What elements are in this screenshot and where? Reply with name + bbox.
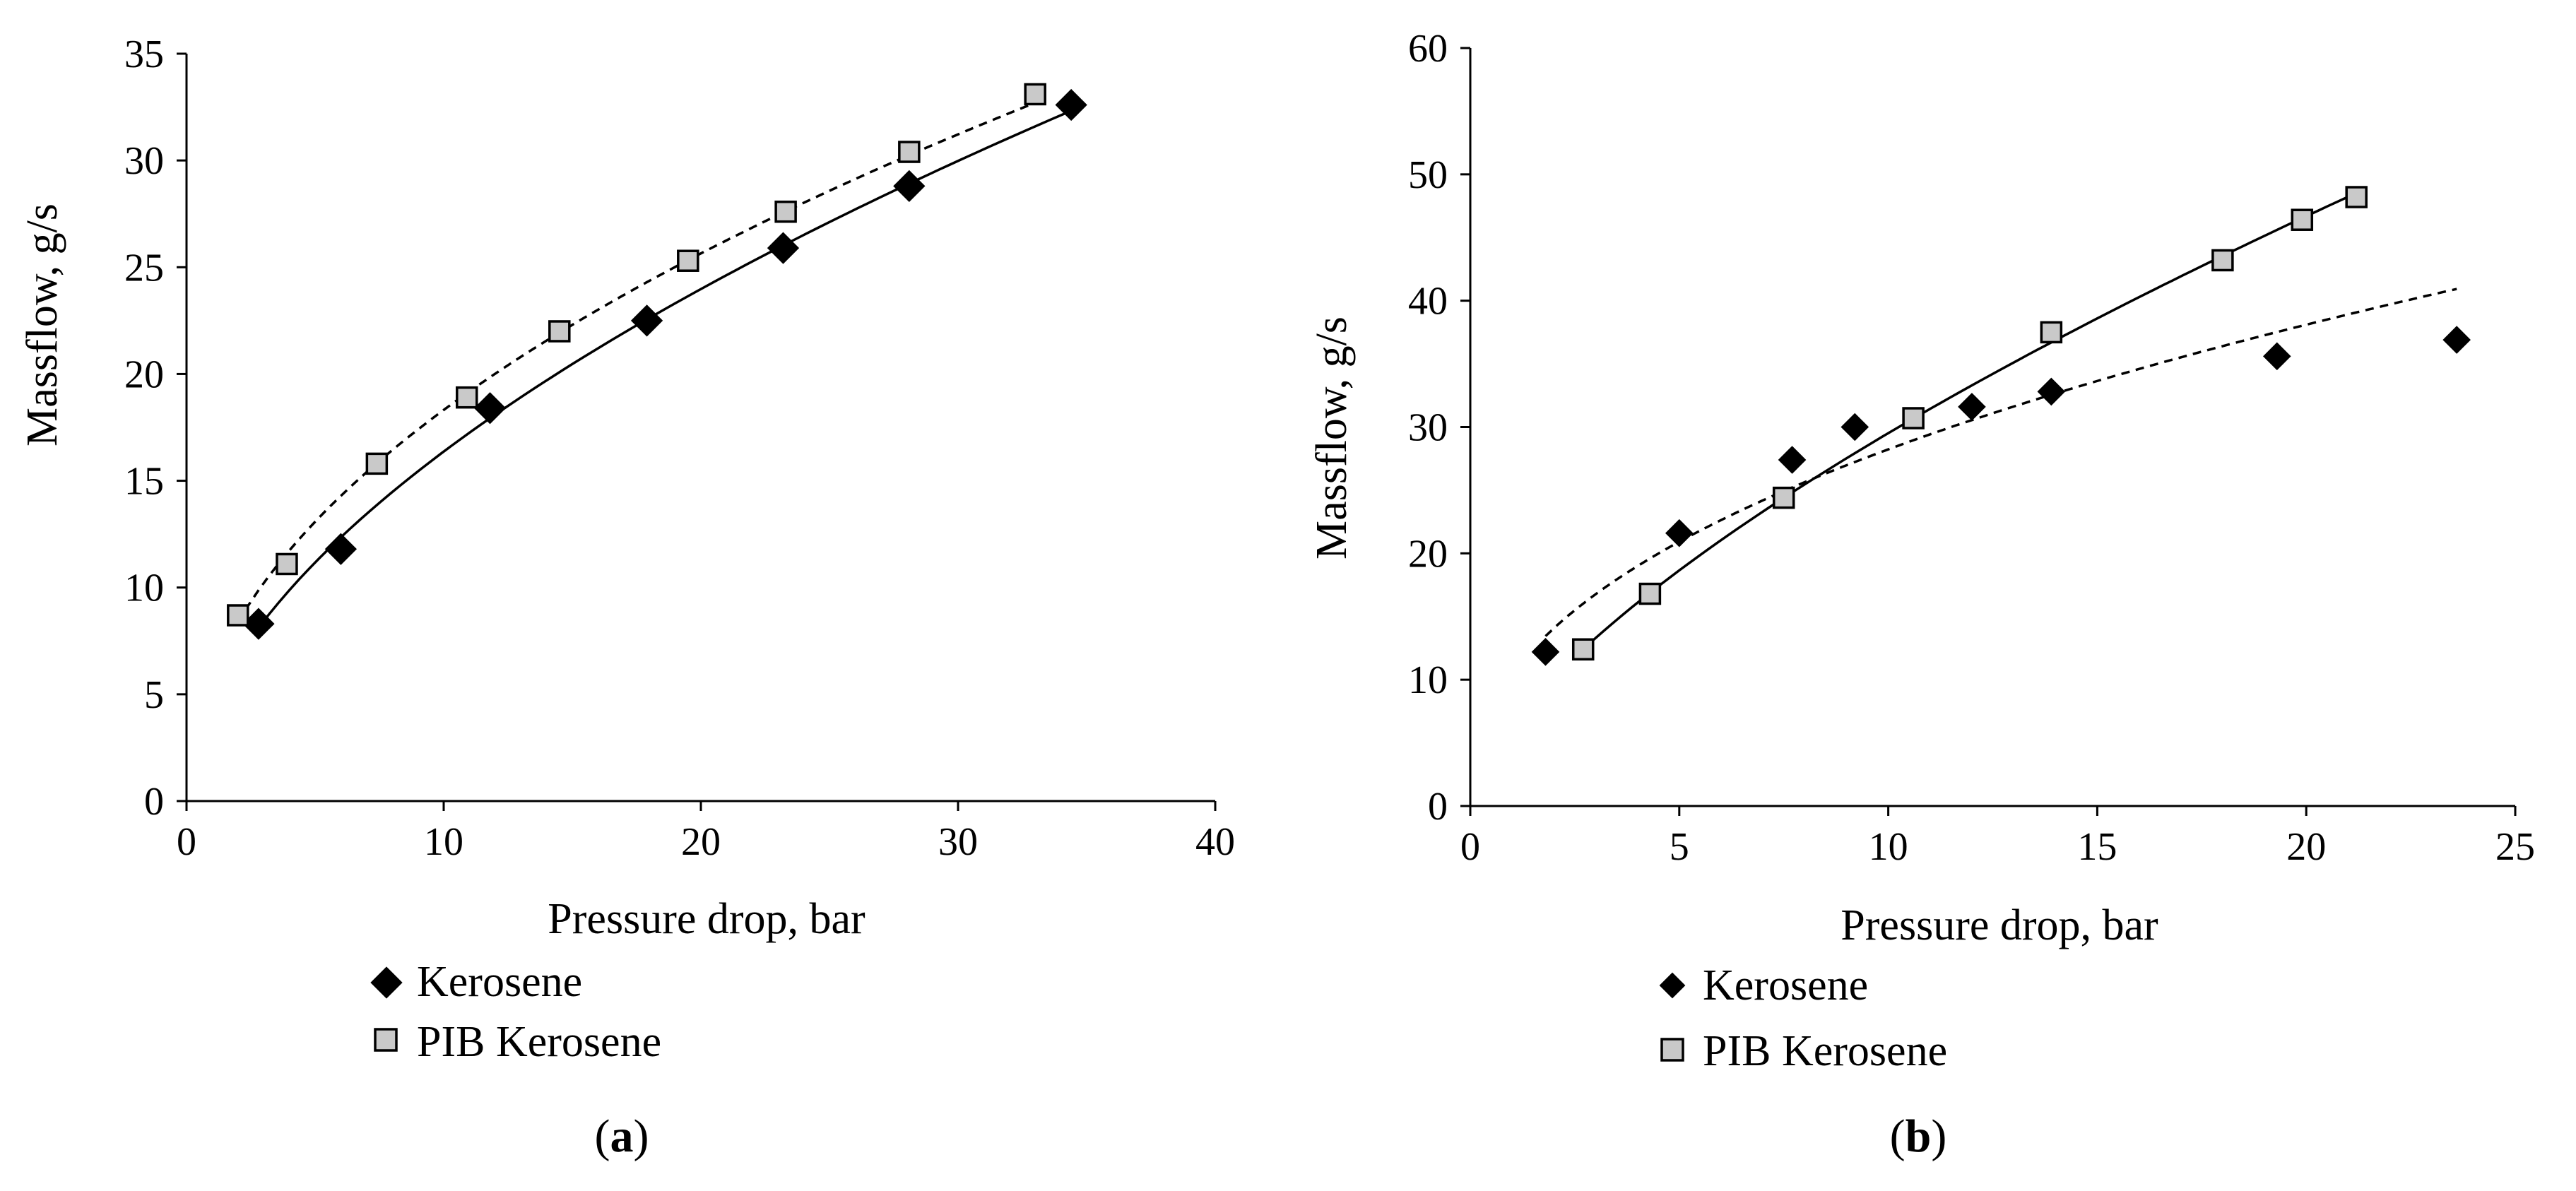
data-point-kerosene [767,232,800,264]
trend-line-kerosene [1544,288,2457,637]
legend-pib-marker [1660,1038,1684,1062]
data-points-b [1531,186,2471,666]
legend-label-pib: PIB Kerosene [1703,1027,1947,1075]
x-tick-label: 25 [2495,825,2535,869]
y-tick-label: 5 [144,673,164,717]
data-points-a [227,83,1087,640]
legend-label-kerosene: Kerosene [417,958,582,1006]
data-point-pib-kerosene [2291,208,2314,231]
legend-pib-marker [374,1028,398,1052]
data-point-kerosene [630,304,663,337]
axes-a: 0 10 20 30 40 0 5 10 15 20 25 30 35 [124,32,1235,864]
x-tick-label: 10 [1869,825,1908,869]
trend-line-kerosene [257,109,1072,629]
caption-b: (b) [1890,1110,1947,1162]
data-point-pib-kerosene [677,249,699,272]
data-point-pib-kerosene [1772,486,1795,509]
data-point-pib-kerosene [898,141,921,163]
data-point-kerosene [324,533,358,565]
data-point-kerosene [473,392,507,425]
legend-label-kerosene: Kerosene [1703,961,1868,1009]
x-tick-label: 30 [938,820,978,864]
y-tick-label: 0 [144,780,164,824]
x-tick-label: 20 [2286,825,2326,869]
fit-curves-a [237,101,1072,629]
legend-kerosene-marker [1659,972,1686,999]
y-tick-label: 0 [1428,785,1448,829]
legend-a: Kerosene PIB Kerosene [370,958,661,1066]
data-point-kerosene [2037,377,2066,406]
data-point-pib-kerosene [2211,249,2234,272]
data-point-pib-kerosene [2040,321,2063,344]
data-point-kerosene [2262,342,2291,371]
data-point-kerosene [1531,638,1560,666]
data-point-pib-kerosene [456,386,478,409]
y-tick-label: 25 [124,246,164,290]
data-point-pib-kerosene [1571,638,1595,660]
x-tick-label: 15 [2077,825,2117,869]
fit-curves-b [1544,191,2457,651]
x-tick-label: 40 [1195,820,1235,864]
data-point-kerosene [1958,393,1986,421]
legend-kerosene-marker [370,966,403,999]
data-point-pib-kerosene [1902,407,1925,429]
y-tick-label: 40 [1408,280,1448,324]
x-axis-title-b: Pressure drop, bar [1841,901,2158,949]
data-point-kerosene [1778,446,1807,474]
data-point-kerosene [2442,326,2471,354]
y-tick-label: 60 [1408,27,1448,71]
data-point-pib-kerosene [548,320,571,343]
data-point-pib-kerosene [1638,582,1662,605]
y-tick-label: 15 [124,460,164,504]
caption-letter-b: b [1906,1110,1932,1162]
y-axis-title-b: Massflow, g/s [1308,316,1356,559]
y-axis-title-a: Massflow, g/s [18,203,66,446]
x-tick-label: 20 [681,820,721,864]
data-point-pib-kerosene [276,552,298,576]
chart-panel-b: 0 5 10 15 20 25 0 10 20 30 40 50 60 Pressure drop, b… [1308,27,2535,1162]
legend-label-pib: PIB Kerosene [417,1018,661,1066]
x-tick-label: 5 [1670,825,1689,869]
axes-b: 0 5 10 15 20 25 0 10 20 30 40 50 60 [1408,27,2535,869]
data-point-pib-kerosene [774,200,797,223]
caption-a: (a) [595,1110,649,1162]
x-tick-label: 10 [424,820,463,864]
y-tick-label: 20 [1408,532,1448,576]
data-point-pib-kerosene [365,452,389,475]
legend-b: Kerosene PIB Kerosene [1659,961,1947,1075]
data-point-pib-kerosene [1024,83,1046,106]
caption-letter-a: a [610,1110,634,1162]
y-tick-label: 20 [124,352,164,396]
data-point-pib-kerosene [2345,186,2368,208]
x-tick-label: 0 [177,820,196,864]
y-tick-label: 50 [1408,153,1448,197]
data-point-kerosene [1665,519,1694,547]
y-tick-label: 10 [124,567,164,610]
data-point-kerosene [893,170,926,203]
x-axis-title-a: Pressure drop, bar [548,895,865,943]
x-tick-label: 0 [1460,825,1480,869]
data-point-kerosene [1055,88,1087,122]
y-tick-label: 30 [124,139,164,183]
y-tick-label: 10 [1408,658,1448,702]
data-point-pib-kerosene [227,604,249,627]
y-tick-label: 35 [124,32,164,76]
data-point-kerosene [1841,413,1869,442]
y-tick-label: 30 [1408,406,1448,450]
chart-panel-a: 0 10 20 30 40 0 5 10 15 20 25 30 35 Pressure drop, b… [18,32,1235,1162]
